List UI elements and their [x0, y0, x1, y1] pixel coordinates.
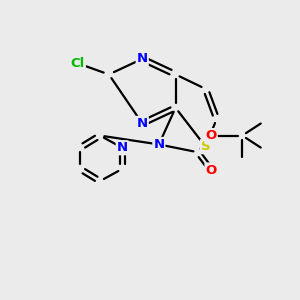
Text: O: O	[206, 129, 217, 142]
Text: N: N	[137, 52, 148, 65]
Text: S: S	[201, 140, 210, 153]
Text: O: O	[206, 164, 217, 176]
Text: Cl: Cl	[71, 57, 85, 70]
Text: N: N	[137, 117, 148, 130]
Text: N: N	[153, 138, 164, 151]
Text: N: N	[117, 141, 128, 154]
